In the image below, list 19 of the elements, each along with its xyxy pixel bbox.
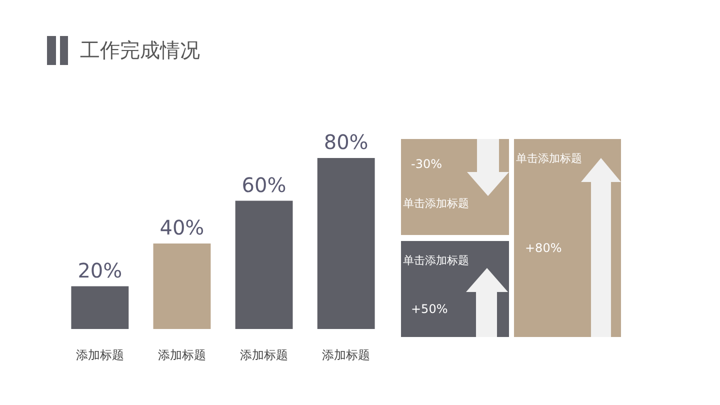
text: 单击添加标题 bbox=[403, 254, 469, 267]
x-tick-label: 添加标题 bbox=[158, 348, 206, 362]
text: +50% bbox=[411, 302, 448, 316]
bar bbox=[71, 286, 129, 329]
text: 单击添加标题 bbox=[403, 197, 469, 210]
text: -30% bbox=[411, 157, 442, 171]
text: 单击添加标题 bbox=[516, 152, 582, 165]
data-label: 40% bbox=[160, 216, 204, 240]
x-tick-label: 添加标题 bbox=[322, 348, 370, 362]
x-tick-label: 添加标题 bbox=[240, 348, 288, 362]
data-label: 80% bbox=[324, 130, 368, 154]
bar bbox=[317, 158, 375, 329]
bar bbox=[153, 244, 211, 329]
text: +80% bbox=[525, 241, 562, 255]
chart-title: 工作完成情况 bbox=[80, 38, 200, 62]
data-label: 60% bbox=[242, 172, 286, 197]
data-label: 20% bbox=[78, 258, 122, 282]
x-tick-label: 添加标题 bbox=[76, 348, 124, 362]
bar bbox=[235, 200, 293, 329]
